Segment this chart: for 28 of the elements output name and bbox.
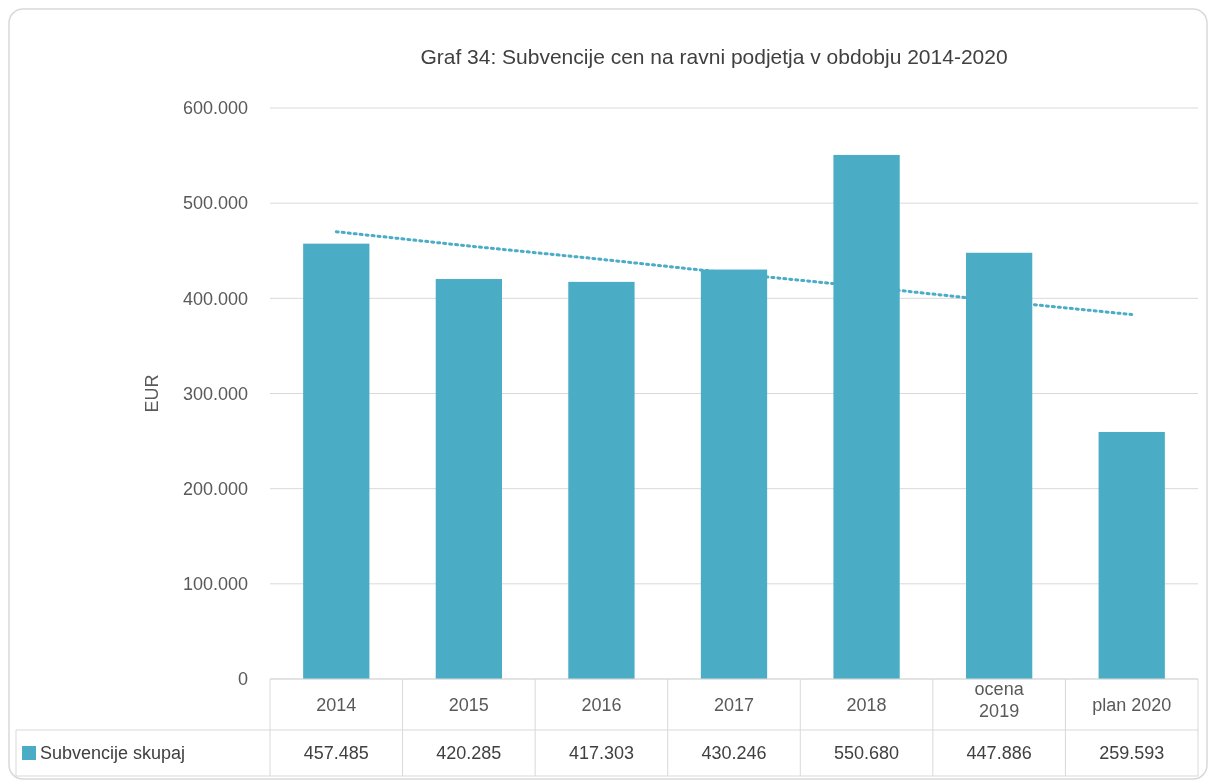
legend-label: Subvencije skupaj xyxy=(40,743,186,764)
data-label: 550.680 xyxy=(834,743,900,764)
x-tick-label: 2014 xyxy=(316,694,357,715)
data-label: 447.886 xyxy=(966,743,1032,764)
data-label: 457.485 xyxy=(303,743,369,764)
data-label: 259.593 xyxy=(1099,743,1165,764)
x-tick-label: 2018 xyxy=(846,694,887,715)
bar xyxy=(568,281,635,679)
y-tick-label: 500.000 xyxy=(182,193,248,214)
bar xyxy=(303,243,370,679)
chart-title: Graf 34: Subvencije cen na ravni podjetja v obdobju 2014-2020 xyxy=(420,45,1008,68)
y-tick-label: 100.000 xyxy=(182,574,248,595)
y-tick-label: 200.000 xyxy=(182,478,248,499)
x-tick-label: plan 2020 xyxy=(1092,694,1172,715)
x-tick-label: 2015 xyxy=(448,694,489,715)
x-tick-label: 2016 xyxy=(581,694,622,715)
bar xyxy=(435,279,502,679)
x-tick-label: ocena 2019 xyxy=(974,678,1025,721)
y-tick-label: 400.000 xyxy=(182,288,248,309)
y-tick-label: 0 xyxy=(237,669,248,690)
data-label: 430.246 xyxy=(701,743,767,764)
x-tick-label: 2017 xyxy=(713,694,755,715)
bar xyxy=(1098,431,1165,679)
y-tick-label: 600.000 xyxy=(182,98,248,119)
y-tick-label: 300.000 xyxy=(182,383,248,404)
data-label: 420.285 xyxy=(436,743,502,764)
data-label: 417.303 xyxy=(568,743,634,764)
y-axis-title: EUR xyxy=(142,374,162,413)
